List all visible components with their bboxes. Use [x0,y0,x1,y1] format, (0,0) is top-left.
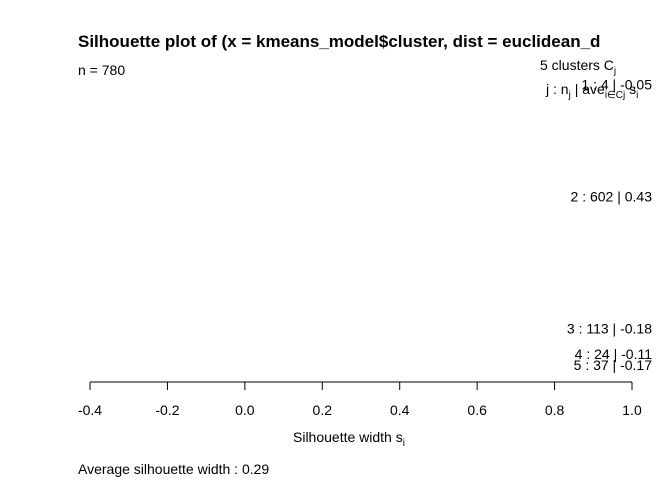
cluster-label-4: 4 : 24 | -0.11 [575,346,653,362]
header-columns: j : nj | avei∈Cj si [545,81,638,101]
cluster-header: 5 clusters Cj j : nj | avei∈Cj si [540,57,638,101]
x-tick-label: 1.0 [622,402,642,418]
n-label: n = 780 [78,62,125,78]
x-tick-label: -0.4 [78,402,102,418]
average-silhouette-width: Average silhouette width : 0.29 [78,461,269,477]
x-tick-label: 0.8 [545,402,565,418]
cluster-labels: 1 : 4 | -0.05 2 : 602 | 0.43 3 : 113 | -0.… [567,77,652,373]
x-axis-label: Silhouette width si [293,429,405,449]
x-tick-label: 0.2 [313,402,333,418]
cluster-label-2: 2 : 602 | 0.43 [571,189,653,205]
x-tick-label: 0.4 [390,402,410,418]
x-tick-label: 0.0 [235,402,255,418]
x-axis: -0.4 -0.2 0.0 0.2 0.4 0.6 0.8 1.0 [78,381,642,418]
x-tick-label: 0.6 [467,402,487,418]
x-tick-label: -0.2 [155,402,179,418]
cluster-label-5: 5 : 37 | -0.17 [574,357,653,373]
cluster-label-1: 1 : 4 | -0.05 [581,77,652,93]
cluster-label-3: 3 : 113 | -0.18 [567,321,652,337]
chart-title: Silhouette plot of (x = kmeans_model$clu… [78,32,600,51]
header-clusters: 5 clusters Cj [540,57,616,77]
